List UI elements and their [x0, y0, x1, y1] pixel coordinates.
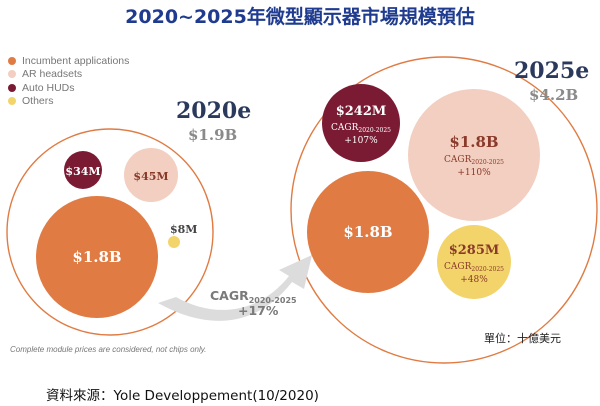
bubbles-2025: $1.8B $1.8B CAGR2020-2025 +110% $242M CAGR202…: [307, 84, 540, 299]
legend-label: Others: [22, 95, 54, 108]
legend-swatch: [8, 97, 16, 106]
bubble-ar-headsets: [124, 148, 178, 202]
bubble-others: [168, 236, 180, 248]
chart-title: 2020~2025年微型顯示器市場規模預估: [125, 6, 475, 28]
bubble-auto-huds: [64, 151, 102, 189]
footnote: Complete module prices are considered, n…: [10, 345, 207, 354]
bubble-incumbent-applications: [36, 196, 158, 318]
bubble-value-label: $285M: [449, 243, 500, 258]
bubble-cagr-value: +48%: [460, 275, 488, 285]
legend-item: Auto HUDs: [8, 81, 129, 95]
bubble-cagr-value: +110%: [457, 168, 491, 178]
growth-cagr-label: CAGR2020-2025: [210, 288, 297, 305]
bubble-value-label: $34M: [65, 165, 100, 178]
bubble-value-label: $8M: [170, 223, 197, 236]
bubble-value-label: $242M: [336, 104, 387, 119]
year-2025-label: 2025e: [514, 58, 590, 84]
source-note: 資料來源：Yole Developpement(10/2020): [46, 388, 319, 404]
legend-item: Incumbent applications: [8, 54, 129, 68]
legend-label: AR headsets: [22, 68, 83, 81]
bubble-value-label: $45M: [133, 170, 168, 183]
bubble-cagr-label: CAGR2020-2025: [331, 123, 391, 134]
year-2020-label: 2020e: [176, 98, 252, 124]
year-2020-total: $1.9B: [188, 126, 238, 144]
legend-item: Others: [8, 95, 129, 109]
bubble-incumbent-applications: [307, 171, 429, 293]
legend-swatch: [8, 56, 16, 65]
bubble-value-label: $1.8B: [343, 223, 392, 241]
legend-swatch: [8, 83, 16, 92]
bubble-cagr-label: CAGR2020-2025: [444, 155, 504, 166]
bubble-cagr-value: +107%: [344, 136, 378, 146]
bubble-auto-huds: [322, 84, 400, 162]
bubbles-2020: $1.8B $45M $34M $8M: [36, 148, 197, 318]
bubble-value-label: $1.8B: [72, 248, 121, 266]
growth-arrow: [158, 255, 312, 321]
bubble-ar-headsets: [408, 89, 540, 221]
unit-note: 單位：十億美元: [484, 332, 561, 345]
growth-cagr-value: +17%: [238, 303, 279, 318]
legend-label: Incumbent applications: [22, 54, 130, 67]
legend: Incumbent applications AR headsets Auto HU…: [8, 54, 129, 108]
bubble-value-label: $1.8B: [449, 133, 498, 151]
year-2025-total: $4.2B: [529, 86, 579, 104]
legend-item: AR headsets: [8, 68, 129, 82]
legend-swatch: [8, 70, 16, 79]
bubble-others: [437, 225, 511, 299]
legend-label: Auto HUDs: [22, 81, 75, 94]
bubble-cagr-label: CAGR2020-2025: [444, 262, 504, 273]
